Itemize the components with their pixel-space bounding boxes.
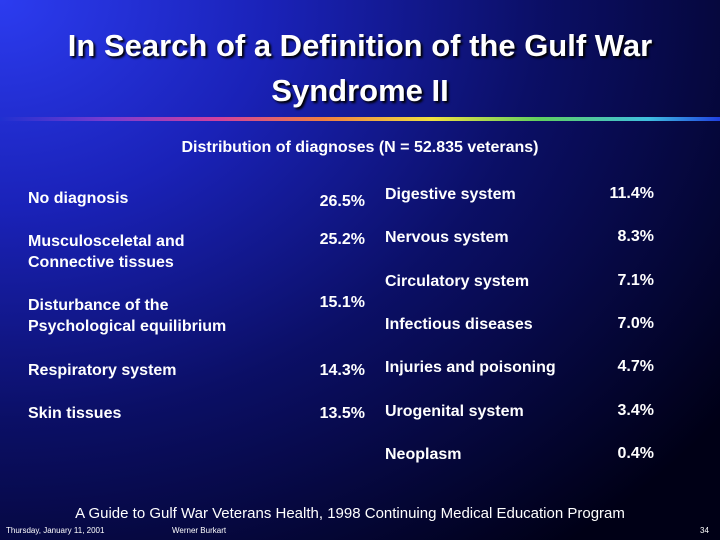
row-label: Urogenital system	[385, 402, 524, 420]
row-label: Infectious diseases	[385, 315, 533, 333]
source: A Guide to Gulf War Veterans Health, 199…	[75, 505, 625, 522]
row-value: 3.4%	[617, 401, 654, 419]
footer-page: 34	[700, 526, 709, 535]
subtitle: Distribution of diagnoses (N = 52.835 ve…	[181, 139, 539, 156]
row-label: Musculosceletal and	[28, 233, 185, 250]
row-value: 4.7%	[617, 358, 654, 376]
row-value: 14.3%	[319, 362, 365, 379]
row-value: 7.1%	[617, 271, 654, 289]
row-value: 11.4%	[609, 185, 654, 202]
row-label: Neoplasm	[385, 445, 462, 463]
row-label: Circulatory system	[385, 272, 530, 290]
row-label: Digestive system	[385, 186, 516, 203]
row-label: Injuries and poisoning	[385, 359, 556, 377]
row-label: Disturbance of the	[28, 297, 169, 314]
row-value: 7.0%	[617, 314, 654, 332]
row-value: 25.2%	[319, 231, 365, 248]
row-label: Connective tissues	[28, 254, 174, 271]
footer-author: Werner Burkart	[172, 526, 227, 535]
row-value: 8.3%	[617, 228, 654, 246]
row-value: 15.1%	[319, 294, 365, 311]
title-rule	[0, 117, 720, 121]
row-value: 0.4%	[617, 444, 654, 462]
row-label: Nervous system	[385, 229, 509, 247]
row-label: No diagnosis	[28, 190, 129, 207]
row-value: 13.5%	[319, 405, 365, 422]
row-value: 26.5%	[319, 193, 365, 210]
title-line: In Search of a Definition of the Gulf Wa…	[67, 28, 653, 63]
row-label: Psychological equilibrium	[28, 318, 227, 335]
footer-date: Thursday, January 11, 2001	[6, 526, 105, 535]
row-label: Respiratory system	[28, 362, 177, 379]
title-line: Syndrome II	[271, 73, 449, 108]
row-label: Skin tissues	[28, 405, 122, 422]
